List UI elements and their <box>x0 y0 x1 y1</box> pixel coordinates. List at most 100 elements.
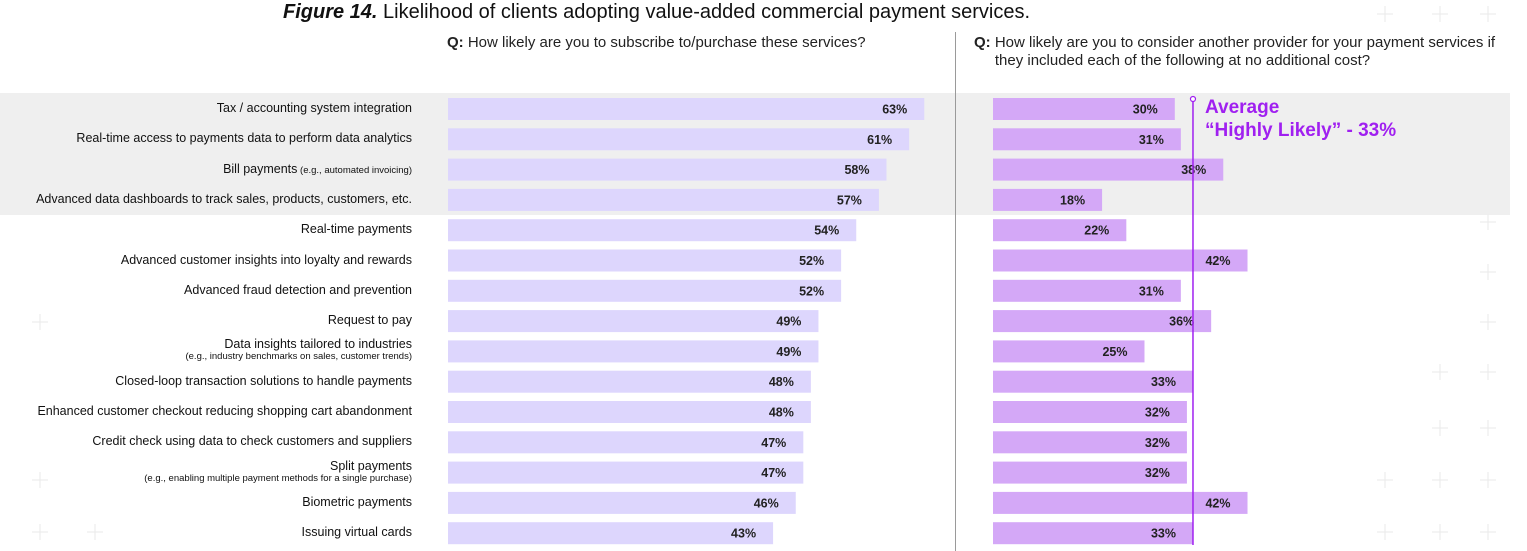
left-bar <box>448 401 811 423</box>
right-bar <box>993 249 1248 272</box>
left-bar-value: 49% <box>776 315 801 329</box>
average-label-line2: “Highly Likely” - 33% <box>1205 120 1397 141</box>
row-label-sub: (e.g., industry benchmarks on sales, cus… <box>185 351 412 363</box>
right-bar-value: 33% <box>1151 375 1176 389</box>
row-label: Request to pay <box>328 313 412 327</box>
row-label-main: Advanced data dashboards to track sales,… <box>36 191 412 206</box>
left-bar-value: 63% <box>882 103 907 117</box>
right-bar-value: 33% <box>1151 527 1176 541</box>
right-bar <box>993 522 1193 545</box>
row-label-main: Enhanced customer checkout reducing shop… <box>37 404 412 418</box>
right-bar-value: 38% <box>1181 163 1206 177</box>
row-label: Real-time access to payments data to per… <box>76 131 412 145</box>
row-label: Credit check using data to check custome… <box>92 434 412 448</box>
row-label-main: Credit check using data to check custome… <box>92 434 412 449</box>
row-label-main: Real-time access to payments data to per… <box>76 131 412 146</box>
left-bar <box>448 219 857 242</box>
panel-divider <box>955 32 956 551</box>
row-label: Advanced fraud detection and prevention <box>184 283 412 297</box>
right-bar-value: 32% <box>1145 466 1170 480</box>
right-bar <box>993 461 1187 484</box>
right-bar-value: 22% <box>1084 224 1109 238</box>
right-bar-value: 32% <box>1145 406 1170 420</box>
row-label-main: Split payments <box>330 458 412 473</box>
right-bar-value: 25% <box>1102 345 1127 359</box>
average-line-marker <box>1189 95 1197 103</box>
right-bar-value: 32% <box>1145 436 1170 450</box>
row-label-main: Bill payments <box>223 161 298 176</box>
left-bar <box>448 279 842 302</box>
average-label-line1: Average <box>1205 97 1280 118</box>
row-label-main: Tax / accounting system integration <box>216 101 412 115</box>
left-bar-value: 52% <box>799 254 824 268</box>
right-bar-value: 30% <box>1133 103 1158 117</box>
question-right: Q: How likely are you to consider anothe… <box>974 34 1515 70</box>
row-label: Bill payments (e.g., automated invoicing… <box>223 162 412 176</box>
row-label-main: Issuing virtual cards <box>301 525 412 540</box>
left-bar-value: 61% <box>867 133 892 147</box>
row-label-main: Data insights tailored to industries <box>224 337 412 352</box>
left-bar-value: 46% <box>754 496 779 510</box>
question-left-text: How likely are you to subscribe to/purch… <box>467 34 866 51</box>
left-bar <box>448 310 819 333</box>
question-right-text: How likely are you to consider another p… <box>994 34 1496 69</box>
figure-title: Figure 14. Likelihood of clients adoptin… <box>283 1 1030 24</box>
left-bar <box>448 158 887 181</box>
average-label: Average “Highly Likely” - 33% <box>1205 96 1396 142</box>
right-bar-value: 31% <box>1139 133 1164 147</box>
left-bar <box>448 98 925 120</box>
right-bar-value: 36% <box>1169 315 1194 329</box>
row-label-main: Real-time payments <box>300 222 412 237</box>
right-bar <box>993 310 1212 333</box>
row-label-sub: (e.g., automated invoicing) <box>297 164 412 176</box>
row-label: Advanced customer insights into loyalty … <box>121 253 412 267</box>
left-bar <box>448 461 804 484</box>
left-bar-value: 54% <box>814 224 839 238</box>
right-bar <box>993 279 1181 302</box>
left-bar-value: 52% <box>799 284 824 298</box>
left-bar-value: 43% <box>731 527 756 541</box>
question-left-prefix: Q: <box>447 34 464 51</box>
row-label-main: Closed-loop transaction solutions to han… <box>115 373 412 388</box>
row-label: Biometric payments <box>302 495 412 509</box>
row-label: Closed-loop transaction solutions to han… <box>115 374 412 388</box>
right-bar <box>993 128 1181 151</box>
left-bar-value: 48% <box>769 406 794 420</box>
left-bar-value: 49% <box>776 345 801 359</box>
row-label: Issuing virtual cards <box>302 525 412 539</box>
left-bar-value: 58% <box>844 163 869 177</box>
row-label-main: Request to pay <box>327 313 412 328</box>
left-bar <box>448 249 842 272</box>
right-bar <box>993 340 1145 363</box>
right-bar <box>993 431 1187 454</box>
right-bar <box>993 188 1103 211</box>
figure-title-text: Likelihood of clients adopting value-add… <box>383 1 1031 23</box>
row-label: Advanced data dashboards to track sales,… <box>36 192 412 206</box>
right-bar-value: 42% <box>1205 496 1230 510</box>
right-bar-value: 31% <box>1139 284 1164 298</box>
row-label: Split payments (e.g., enabling multiple p… <box>144 458 412 484</box>
left-bar-value: 47% <box>761 466 786 480</box>
row-label: Data insights tailored to industries (e.g… <box>185 337 412 363</box>
left-bar <box>448 491 796 514</box>
right-bar <box>993 219 1127 242</box>
right-bar <box>993 98 1175 120</box>
figure-prefix: Figure 14. <box>283 1 378 23</box>
left-bar <box>448 128 910 151</box>
left-bar <box>448 188 879 211</box>
left-bar <box>448 340 819 363</box>
left-bar <box>448 431 804 454</box>
question-right-prefix: Q: <box>974 34 991 51</box>
row-label-main: Advanced fraud detection and prevention <box>184 282 412 297</box>
row-label-sub: (e.g., enabling multiple payment methods… <box>144 472 412 484</box>
right-bar <box>993 370 1193 393</box>
question-left: Q: How likely are you to subscribe to/pu… <box>447 34 866 52</box>
right-bar-value: 42% <box>1205 254 1230 268</box>
left-bar-value: 48% <box>769 375 794 389</box>
right-bar <box>993 401 1187 423</box>
row-label-main: Biometric payments <box>302 494 412 509</box>
row-label: Real-time payments <box>301 222 412 236</box>
right-bar-value: 18% <box>1060 193 1085 207</box>
left-bar <box>448 522 774 545</box>
